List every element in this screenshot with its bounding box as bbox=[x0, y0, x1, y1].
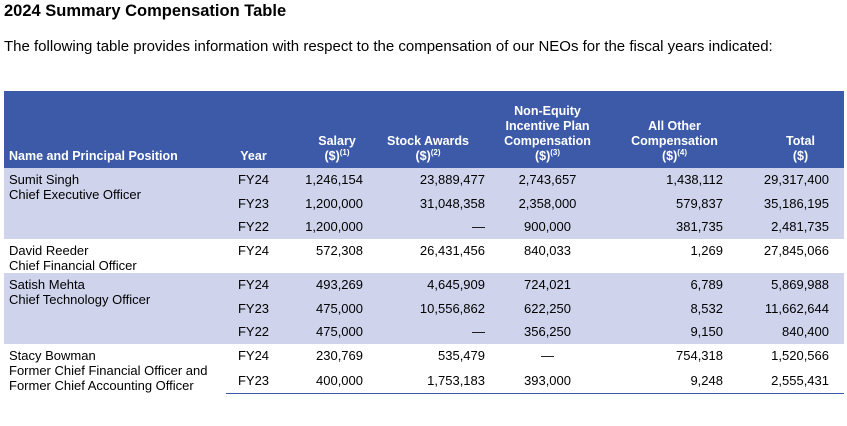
officer-position: Chief Technology Officer bbox=[9, 292, 151, 308]
table-row: FY22 475,000—356,250 9,150 840,400 bbox=[4, 320, 844, 345]
table-title: 2024 Summary Compensation Table bbox=[4, 2, 287, 20]
cell-salary: 572,308 bbox=[316, 243, 363, 259]
header-all-other: All Other Compensation ($)(4) bbox=[631, 119, 718, 163]
cell-total: 27,845,066 bbox=[763, 243, 829, 259]
table-header-row: Name and Principal Position Year Salary … bbox=[4, 91, 844, 168]
cell-salary: 1,200,000 bbox=[281, 191, 367, 216]
cell-name-position: Satish Mehta Chief Technology Officer bbox=[4, 273, 226, 345]
cell-non-equity: 356,250 bbox=[489, 320, 606, 345]
cell-non-equity: 393,000 bbox=[489, 368, 606, 394]
compensation-table: Name and Principal Position Year Salary … bbox=[4, 91, 844, 394]
cell-year: FY23 bbox=[226, 296, 281, 321]
cell-non-equity: 2,743,657 bbox=[489, 168, 606, 192]
cell-total: 35,186,195 bbox=[727, 191, 844, 216]
cell-stock-awards: 4,645,909 bbox=[367, 273, 489, 297]
table-row: David Reeder Chief Financial Officer FY24 5… bbox=[4, 239, 844, 273]
cell-year: FY22 bbox=[226, 215, 281, 240]
table-row: FY23 475,000 10,556,862 622,250 8,532 11,662,… bbox=[4, 296, 844, 321]
cell-non-equity: 840,033 bbox=[524, 243, 571, 259]
cell-non-equity: 2,358,000 bbox=[489, 191, 606, 216]
cell-total: 2,555,431 bbox=[727, 368, 844, 394]
header-name: Name and Principal Position bbox=[9, 149, 178, 163]
cell-year: FY23 bbox=[226, 191, 281, 216]
cell-salary: 475,000 bbox=[281, 296, 367, 321]
cell-total: 2,481,735 bbox=[727, 215, 844, 240]
cell-year: FY23 bbox=[226, 368, 281, 394]
cell-name-position: David Reeder Chief Financial Officer bbox=[4, 239, 226, 273]
cell-all-other: 9,150 bbox=[606, 320, 727, 345]
cell-year: FY24 bbox=[226, 168, 281, 192]
table-row: FY23 400,000 1,753,183 393,000 9,248 2,555,43… bbox=[4, 368, 844, 394]
cell-year: FY24 bbox=[237, 348, 270, 364]
cell-stock-awards: 23,889,477 bbox=[367, 168, 489, 192]
cell-non-equity: 724,021 bbox=[489, 273, 606, 297]
intro-paragraph: The following table provides information… bbox=[4, 38, 773, 55]
officer-position: Chief Financial Officer bbox=[9, 258, 137, 274]
cell-all-other: 6,789 bbox=[606, 273, 727, 297]
table-row: FY22 1,200,000—900,000 381,735 2,481,735 bbox=[4, 215, 844, 240]
table-row: FY23 1,200,000 31,048,358 2,358,000 579,837 3… bbox=[4, 191, 844, 216]
cell-total: 1,520,566 bbox=[771, 348, 829, 364]
cell-all-other: 1,269 bbox=[690, 243, 723, 259]
cell-stock-awards: — bbox=[367, 320, 489, 345]
header-year: Year bbox=[240, 149, 267, 163]
cell-salary: 230,769 bbox=[316, 348, 363, 364]
cell-all-other: 754,318 bbox=[676, 348, 723, 364]
cell-salary: 1,200,000 bbox=[281, 215, 367, 240]
cell-all-other: 381,735 bbox=[606, 215, 727, 240]
cell-salary: 493,269 bbox=[281, 273, 367, 297]
cell-name-position: Sumit Singh Chief Executive Officer bbox=[4, 168, 226, 240]
officer-name: Stacy Bowman bbox=[9, 348, 96, 364]
cell-all-other: 9,248 bbox=[606, 368, 727, 394]
table-row: Sumit Singh Chief Executive Officer FY24 1,… bbox=[4, 168, 844, 240]
cell-stock-awards: 535,479 bbox=[438, 348, 485, 364]
cell-year: FY24 bbox=[226, 273, 281, 297]
officer-name: David Reeder bbox=[9, 243, 89, 259]
cell-total: 11,662,644 bbox=[727, 296, 844, 321]
cell-salary: 475,000 bbox=[281, 320, 367, 345]
officer-name: Satish Mehta bbox=[9, 277, 85, 293]
header-total: Total ($) bbox=[786, 134, 815, 163]
cell-stock-awards: 31,048,358 bbox=[367, 191, 489, 216]
cell-all-other: 579,837 bbox=[606, 191, 727, 216]
cell-non-equity: 900,000 bbox=[489, 215, 606, 240]
cell-salary: 1,246,154 bbox=[281, 168, 367, 192]
cell-non-equity: 622,250 bbox=[489, 296, 606, 321]
officer-position: Chief Executive Officer bbox=[9, 187, 141, 202]
officer-position: Former Chief Financial Officer and Forme… bbox=[9, 363, 208, 394]
cell-year: FY22 bbox=[226, 320, 281, 345]
header-salary: Salary ($)(1) bbox=[318, 134, 356, 163]
cell-salary: 400,000 bbox=[281, 368, 367, 394]
cell-non-equity: — bbox=[541, 348, 554, 364]
cell-all-other: 8,532 bbox=[606, 296, 727, 321]
cell-name-position: Stacy Bowman Former Chief Financial Offic… bbox=[4, 344, 226, 393]
cell-stock-awards: — bbox=[367, 215, 489, 240]
cell-stock-awards: 26,431,456 bbox=[419, 243, 485, 259]
cell-total: 840,400 bbox=[727, 320, 844, 345]
cell-total: 5,869,988 bbox=[727, 273, 844, 297]
cell-all-other: 1,438,112 bbox=[606, 168, 727, 192]
table-row: Stacy Bowman Former Chief Financial Offic… bbox=[4, 344, 844, 393]
table-row: Satish Mehta Chief Technology Officer FY24… bbox=[4, 273, 844, 345]
cell-stock-awards: 1,753,183 bbox=[367, 368, 489, 394]
cell-year: FY24 bbox=[237, 243, 270, 259]
header-non-equity: Non-Equity Incentive Plan Compensation (… bbox=[504, 104, 591, 163]
cell-stock-awards: 10,556,862 bbox=[367, 296, 489, 321]
officer-name: Sumit Singh bbox=[9, 172, 80, 187]
header-stock-awards: Stock Awards ($)(2) bbox=[387, 134, 469, 163]
cell-total: 29,317,400 bbox=[727, 168, 844, 192]
